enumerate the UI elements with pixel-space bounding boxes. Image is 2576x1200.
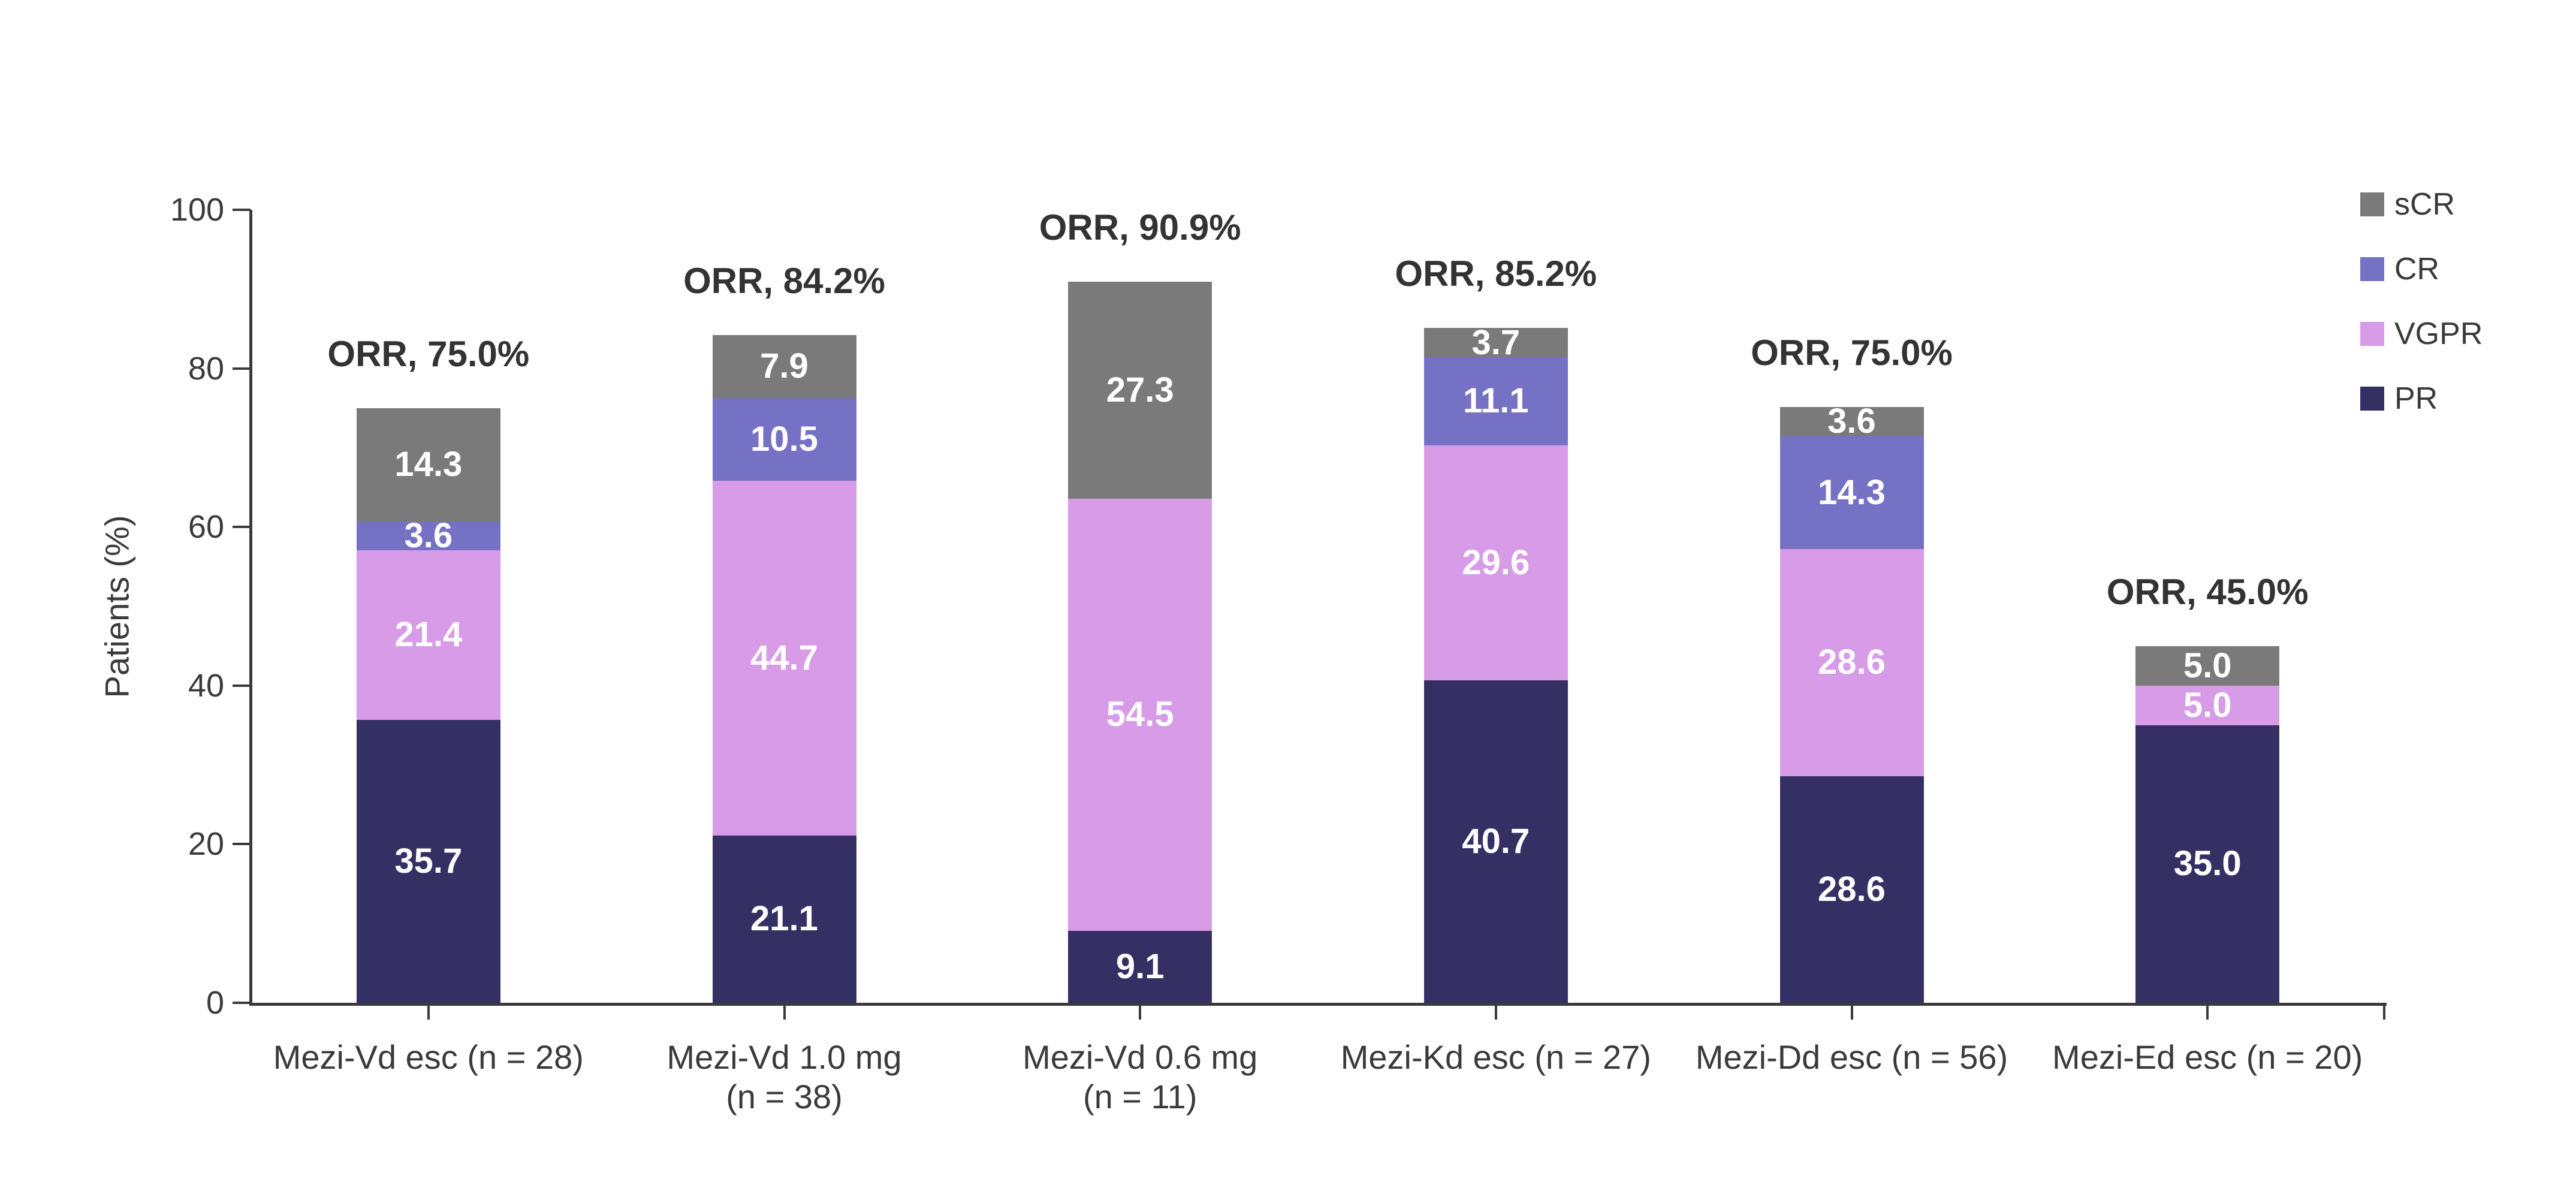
legend-swatch-cr-icon	[2360, 257, 2384, 281]
y-axis-title: Patients (%)	[98, 515, 136, 698]
segment-value-label: 54.5	[1106, 695, 1174, 734]
y-tick	[233, 209, 251, 211]
x-tick	[2206, 1003, 2209, 1020]
y-tick-label: 40	[188, 667, 224, 704]
x-tick	[1850, 1003, 1853, 1020]
legend-swatch-pr-icon	[2360, 387, 2384, 411]
segment-value-label: 14.3	[394, 445, 463, 484]
legend: sCR CR VGPR PR	[2360, 172, 2483, 431]
x-axis-line	[249, 1003, 2387, 1006]
bar-segment-vgpr: 5.0	[2135, 685, 2280, 725]
segment-value-label: 7.9	[760, 346, 809, 386]
segment-value-label: 35.0	[2173, 844, 2242, 884]
x-tick	[1494, 1003, 1497, 1020]
y-tick-label: 60	[188, 509, 224, 545]
bar-segment-scr: 5.0	[2135, 646, 2280, 686]
segment-value-label: 29.6	[1462, 542, 1530, 582]
bar-segment-scr: 7.9	[712, 335, 856, 398]
legend-swatch-vgpr-icon	[2360, 322, 2384, 346]
y-tick	[233, 367, 251, 370]
bar-segment-cr: 14.3	[1779, 436, 1924, 550]
x-tick	[1139, 1003, 1142, 1020]
y-axis-line	[249, 210, 252, 1006]
legend-swatch-scr-icon	[2360, 192, 2384, 216]
bar-segment-pr: 9.1	[1068, 930, 1212, 1003]
segment-value-label: 27.3	[1106, 370, 1174, 409]
bar-segment-cr: 3.6	[356, 515, 500, 555]
x-axis-category-label: Mezi-Vd 1.0 mg (n = 38)	[666, 1038, 902, 1115]
bar-segment-pr: 35.7	[356, 719, 500, 1003]
x-tick	[427, 1003, 430, 1020]
segment-value-label: 3.7	[1471, 322, 1521, 362]
bar-segment-vgpr: 54.5	[1068, 498, 1212, 931]
legend-label: sCR	[2394, 187, 2456, 222]
segment-value-label: 35.7	[394, 841, 463, 881]
segment-value-label: 14.3	[1818, 472, 1886, 512]
orr-annotation: ORR, 90.9%	[1039, 207, 1241, 248]
bar-segment-vgpr: 28.6	[1779, 549, 1924, 776]
segment-value-label: 5.0	[2183, 685, 2232, 725]
orr-annotation: ORR, 75.0%	[1751, 333, 1953, 373]
legend-item-cr: CR	[2360, 237, 2483, 301]
legend-label: PR	[2394, 381, 2438, 416]
bar-segment-pr: 21.1	[712, 835, 856, 1003]
x-axis-category-label: Mezi-Kd esc (n = 27)	[1340, 1038, 1651, 1076]
bar-segment-pr: 35.0	[2135, 725, 2280, 1003]
legend-label: VGPR	[2394, 316, 2483, 351]
bar-segment-cr: 10.5	[712, 397, 856, 481]
legend-item-scr: sCR	[2360, 172, 2483, 237]
x-axis-category-label: Mezi-Dd esc (n = 56)	[1695, 1038, 2008, 1076]
y-tick	[233, 843, 251, 846]
y-tick-label: 0	[206, 985, 224, 1021]
bar-segment-pr: 28.6	[1779, 776, 1924, 1003]
y-tick-label: 80	[188, 350, 224, 387]
x-tick	[783, 1003, 786, 1020]
segment-value-label: 9.1	[1115, 946, 1165, 986]
orr-annotation: ORR, 75.0%	[327, 333, 530, 374]
segment-value-label: 28.6	[1818, 643, 1886, 682]
y-tick	[233, 1002, 251, 1004]
bar-segment-scr: 14.3	[356, 408, 500, 521]
y-tick-label: 20	[188, 826, 224, 863]
segment-value-label: 5.0	[2183, 646, 2232, 685]
segment-value-label: 21.4	[394, 615, 463, 655]
y-tick	[233, 684, 251, 687]
segment-value-label: 44.7	[750, 638, 818, 678]
y-tick	[233, 526, 251, 529]
legend-item-vgpr: VGPR	[2360, 301, 2483, 366]
x-axis-category-label: Mezi-Ed esc (n = 20)	[2052, 1038, 2363, 1076]
segment-value-label: 28.6	[1818, 869, 1886, 909]
x-axis-end-tick	[2383, 1003, 2385, 1020]
x-axis-category-label: Mezi-Vd 0.6 mg (n = 11)	[1022, 1038, 1258, 1115]
bar-segment-vgpr: 29.6	[1423, 445, 1568, 680]
bar-segment-scr: 3.6	[1779, 402, 1924, 441]
bar-segment-cr: 11.1	[1423, 357, 1568, 445]
y-tick-label: 100	[170, 192, 224, 228]
bar-segment-pr: 40.7	[1423, 680, 1568, 1003]
orr-annotation: ORR, 84.2%	[683, 261, 885, 301]
segment-value-label: 10.5	[750, 420, 818, 459]
orr-annotation: ORR, 45.0%	[2106, 571, 2309, 612]
legend-item-pr: PR	[2360, 366, 2483, 431]
bar-segment-scr: 27.3	[1068, 282, 1212, 499]
bar-segment-vgpr: 21.4	[356, 550, 500, 720]
segment-value-label: 3.6	[404, 515, 453, 555]
segment-value-label: 11.1	[1462, 381, 1529, 421]
legend-label: CR	[2394, 252, 2440, 287]
bar-segment-scr: 3.7	[1423, 322, 1568, 362]
segment-value-label: 21.1	[750, 899, 818, 939]
bar-segment-vgpr: 44.7	[712, 481, 856, 836]
segment-value-label: 40.7	[1462, 821, 1530, 861]
x-axis-category-label: Mezi-Vd esc (n = 28)	[273, 1038, 584, 1076]
segment-value-label: 3.6	[1827, 402, 1876, 441]
orr-annotation: ORR, 85.2%	[1395, 254, 1597, 294]
